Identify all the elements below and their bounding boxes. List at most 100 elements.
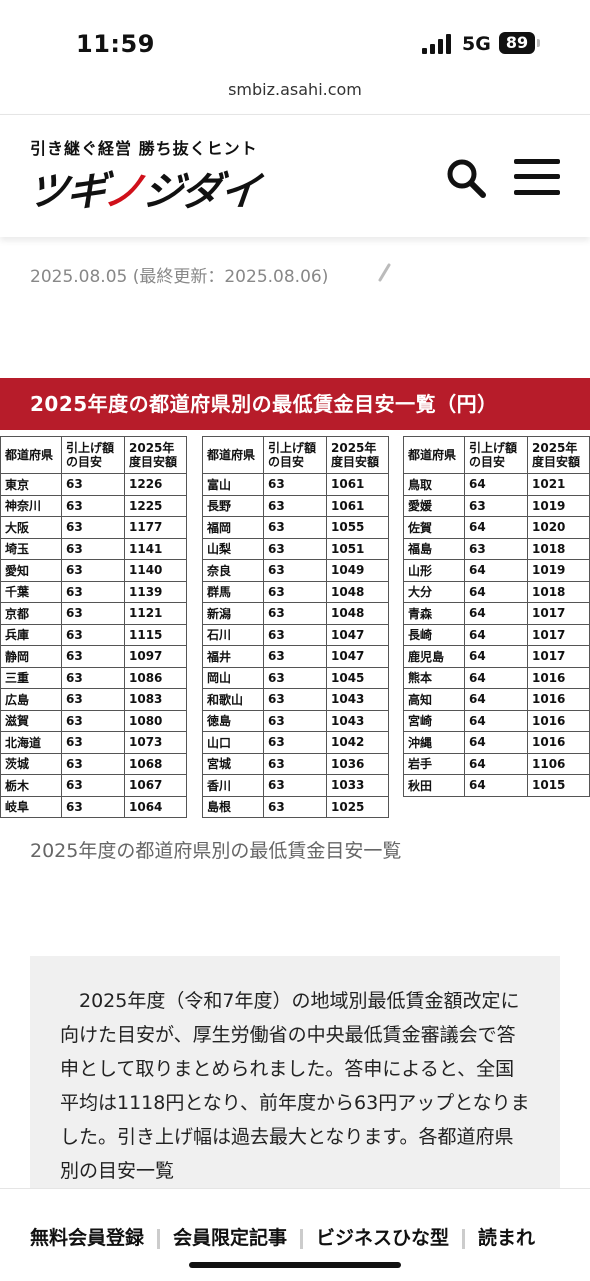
network-type: 5G [462, 33, 491, 55]
table-row: 長崎 64 1017 [403, 623, 590, 646]
increase-cell: 63 [263, 580, 327, 603]
table-row: 滋賀 63 1080 [0, 709, 187, 732]
prefecture-cell: 香川 [202, 774, 264, 797]
prefecture-cell: 京都 [0, 602, 62, 625]
table-row: 沖縄 64 1016 [403, 731, 590, 754]
prefecture-cell: 熊本 [403, 666, 465, 689]
increase-cell: 63 [61, 516, 125, 539]
table-row: 高知 64 1016 [403, 688, 590, 711]
table-title-banner: 2025年度の都道府県別の最低賃金目安一覧（円） [0, 378, 590, 430]
prefecture-cell: 長野 [202, 494, 264, 517]
table-row: 香川 63 1033 [202, 774, 389, 797]
table-row: 新潟 63 1048 [202, 602, 389, 625]
table-header-cell: 2025年 度目安額 [124, 436, 187, 474]
wage-cell: 1140 [124, 559, 187, 582]
prefecture-cell: 奈良 [202, 559, 264, 582]
wage-cell: 1177 [124, 516, 187, 539]
table-row: 岐阜 63 1064 [0, 795, 187, 818]
prefecture-cell: 滋賀 [0, 709, 62, 732]
table-row: 三重 63 1086 [0, 666, 187, 689]
table-row: 山口 63 1042 [202, 731, 389, 754]
prefecture-cell: 佐賀 [403, 516, 465, 539]
increase-cell: 64 [464, 731, 528, 754]
battery-icon: 89 [499, 32, 535, 54]
image-caption: 2025年度の都道府県別の最低賃金目安一覧 [30, 840, 402, 862]
search-icon[interactable] [445, 157, 487, 199]
wage-cell: 1043 [326, 709, 389, 732]
prefecture-cell: 大阪 [0, 516, 62, 539]
table-row: 富山 63 1061 [202, 473, 389, 496]
prefecture-cell: 秋田 [403, 774, 465, 797]
table-header-cell: 都道府県 [0, 436, 62, 474]
prefecture-cell: 青森 [403, 602, 465, 625]
table-row: 栃木 63 1067 [0, 774, 187, 797]
bottom-nav-link[interactable]: 読まれ [478, 1227, 536, 1249]
hamburger-menu-icon[interactable] [514, 159, 560, 195]
table-row: 東京 63 1226 [0, 473, 187, 496]
wage-cell: 1016 [527, 666, 590, 689]
prefecture-cell: 岐阜 [0, 795, 62, 818]
increase-cell: 63 [61, 494, 125, 517]
wage-cell: 1047 [326, 623, 389, 646]
increase-cell: 64 [464, 752, 528, 775]
increase-cell: 63 [61, 623, 125, 646]
increase-cell: 63 [61, 731, 125, 754]
table-row: 和歌山 63 1043 [202, 688, 389, 711]
home-indicator[interactable] [189, 1262, 401, 1268]
wage-cell: 1042 [326, 731, 389, 754]
table-header-row: 都道府県 引上げ額 の目安 2025年 度目安額 [202, 436, 389, 474]
increase-cell: 63 [464, 537, 528, 560]
site-header: 引き継ぐ経営 勝ち抜くヒント ツギノジダイ [0, 114, 590, 237]
increase-cell: 64 [464, 666, 528, 689]
bottom-nav-link[interactable]: ビジネスひな型 [316, 1227, 450, 1249]
nav-separator [462, 1228, 466, 1249]
increase-cell: 64 [464, 623, 528, 646]
table-row: 佐賀 64 1020 [403, 516, 590, 539]
pencil-icon [376, 262, 392, 282]
wage-cell: 1064 [124, 795, 187, 818]
prefecture-cell: 岩手 [403, 752, 465, 775]
increase-cell: 63 [263, 731, 327, 754]
prefecture-cell: 埼玉 [0, 537, 62, 560]
wage-table-1: 都道府県 引上げ額 の目安 2025年 度目安額 東京 63 1226 神奈川 63 1225 大阪 6… [0, 436, 187, 818]
increase-cell: 63 [263, 774, 327, 797]
table-row: 岩手 64 1106 [403, 752, 590, 775]
increase-cell: 63 [263, 559, 327, 582]
table-header-cell: 引上げ額 の目安 [464, 436, 528, 474]
increase-cell: 63 [263, 602, 327, 625]
wage-cell: 1121 [124, 602, 187, 625]
wage-cell: 1049 [326, 559, 389, 582]
table-row: 熊本 64 1016 [403, 666, 590, 689]
prefecture-cell: 福島 [403, 537, 465, 560]
table-header-row: 都道府県 引上げ額 の目安 2025年 度目安額 [403, 436, 590, 474]
wage-cell: 1067 [124, 774, 187, 797]
bottom-nav-link[interactable]: 無料会員登録 [30, 1227, 145, 1249]
wage-cell: 1018 [527, 537, 590, 560]
table-row: 徳島 63 1043 [202, 709, 389, 732]
bottom-nav-link[interactable]: 会員限定記事 [173, 1227, 288, 1249]
status-time: 11:59 [76, 30, 155, 58]
table-row: 島根 63 1025 [202, 795, 389, 818]
increase-cell: 63 [61, 473, 125, 496]
wage-cell: 1017 [527, 645, 590, 668]
table-row: 福井 63 1047 [202, 645, 389, 668]
prefecture-cell: 福岡 [202, 516, 264, 539]
increase-cell: 64 [464, 559, 528, 582]
prefecture-cell: 山形 [403, 559, 465, 582]
site-logo[interactable]: ツギノジダイ [25, 159, 263, 217]
nav-separator [157, 1228, 161, 1249]
table-header-row: 都道府県 引上げ額 の目安 2025年 度目安額 [0, 436, 187, 474]
table-row: 山形 64 1019 [403, 559, 590, 582]
table-row: 岡山 63 1045 [202, 666, 389, 689]
increase-cell: 64 [464, 580, 528, 603]
wage-cell: 1019 [527, 494, 590, 517]
wage-cell: 1019 [527, 559, 590, 582]
wage-cell: 1033 [326, 774, 389, 797]
increase-cell: 63 [464, 494, 528, 517]
table-header-cell: 2025年 度目安額 [326, 436, 389, 474]
logo-text-accent: ノ [101, 169, 146, 215]
url-bar[interactable]: smbiz.asahi.com [228, 80, 362, 99]
wage-table-3: 都道府県 引上げ額 の目安 2025年 度目安額 鳥取 64 1021 愛媛 63 1019 佐賀 64… [403, 436, 590, 797]
cellular-signal-icon [422, 34, 454, 54]
nav-separator [300, 1228, 304, 1249]
